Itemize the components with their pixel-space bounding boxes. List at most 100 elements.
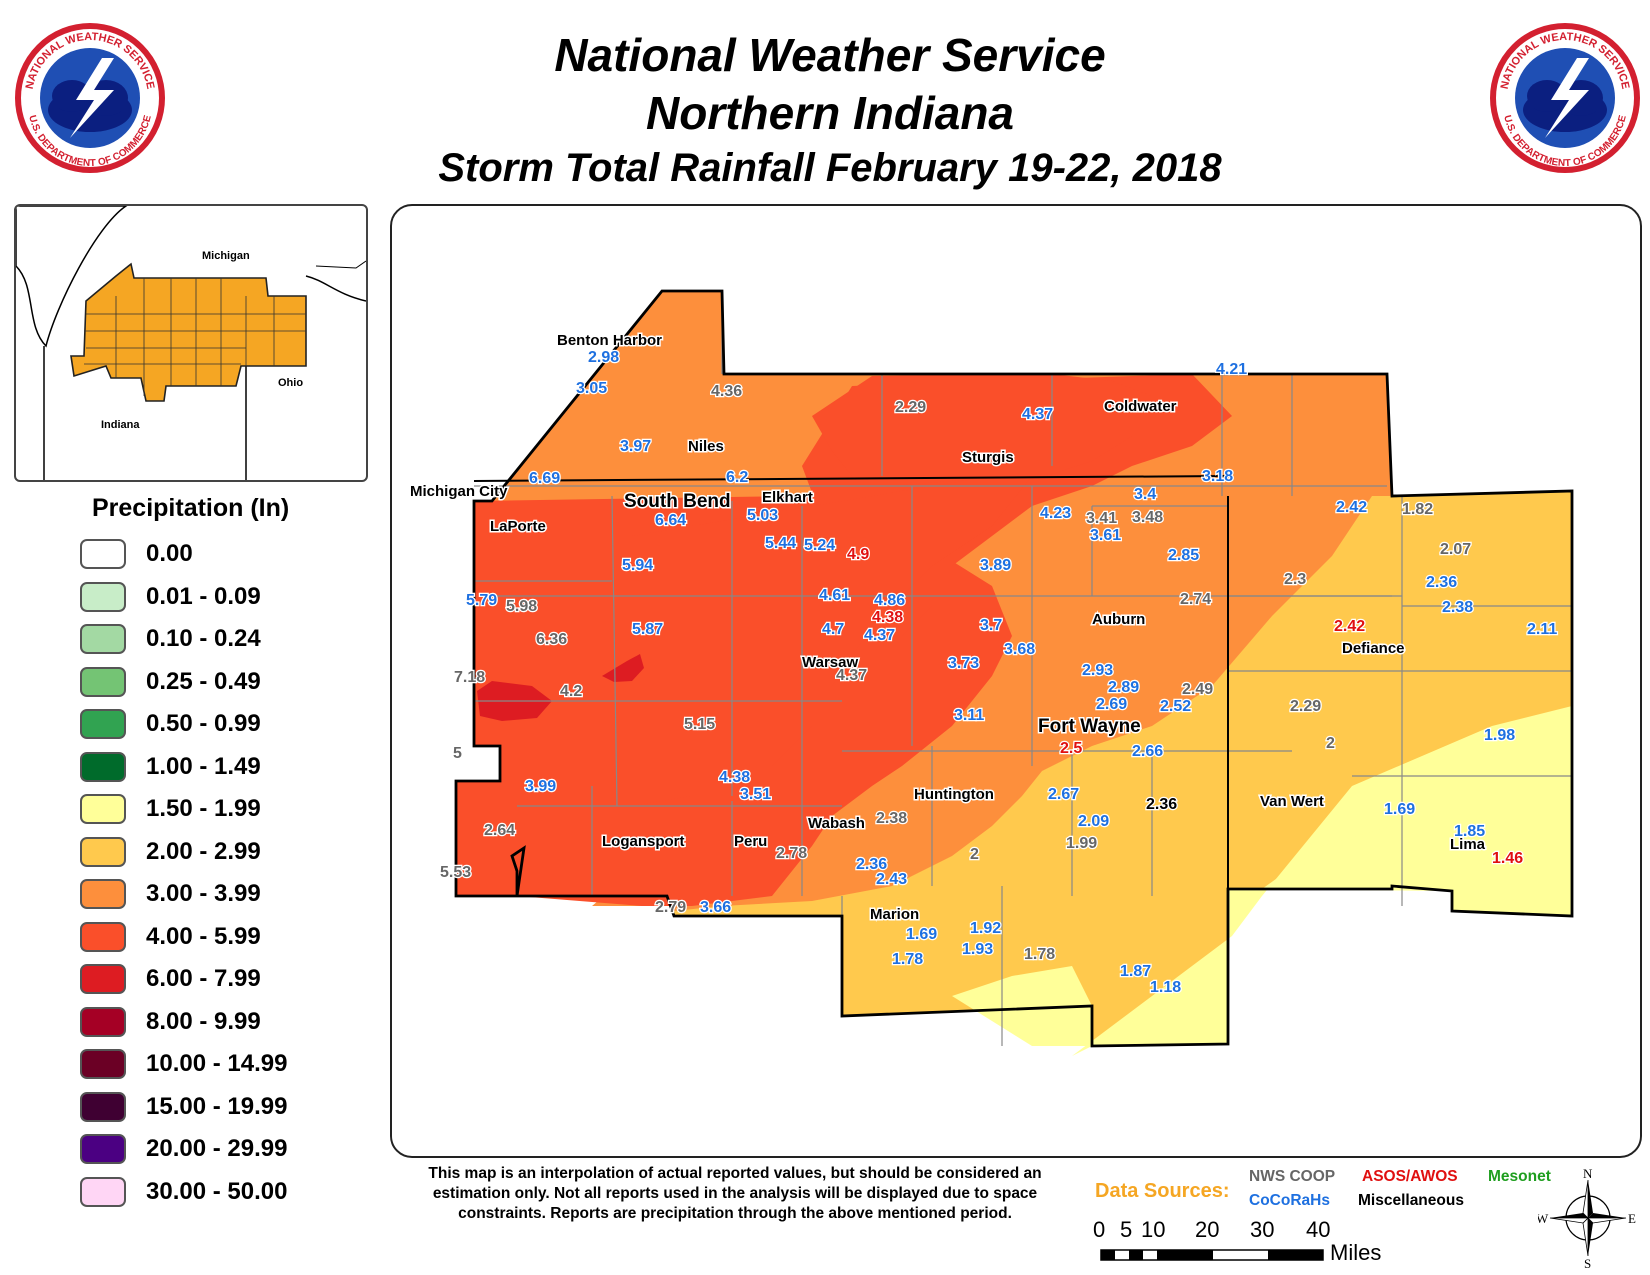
legend-swatch [80,1176,126,1207]
legend-label: 3.00 - 3.99 [146,880,261,908]
rainfall-observation: 6.36 [536,631,567,648]
rainfall-observation: 7.18 [454,669,485,686]
city-label-warsaw: Warsaw [802,654,858,671]
rainfall-observation: 2.43 [876,871,907,888]
rainfall-observation: 1.69 [1384,801,1415,818]
rainfall-observation: 1.82 [1402,501,1433,518]
legend-swatch [80,1091,126,1122]
rainfall-observation: 3.18 [1202,468,1233,485]
rainfall-observation: 4.38 [719,769,750,786]
city-label-sturgis: Sturgis [962,449,1014,466]
title-line-1: National Weather Service [554,29,1106,81]
title-line-2: Northern Indiana [645,87,1015,139]
rainfall-observation: 4.2 [560,683,582,700]
scale-tick: 0 [1093,1217,1105,1242]
legend-swatch [80,879,126,910]
rainfall-observation: 2.79 [655,899,686,916]
source-mesonet: Mesonet [1488,1168,1551,1185]
legend-swatch [80,581,126,612]
city-label-wabash: Wabash [808,815,865,832]
rainfall-observation: 4.23 [1040,505,1071,522]
rainfall-observation: 4.86 [874,592,905,609]
rainfall-observation: 3.11 [954,707,984,724]
lake-michigan-shore [16,206,128,348]
city-label-logansport: Logansport [602,833,685,850]
city-label-auburn: Auburn [1092,611,1145,628]
legend-item: 0.25 - 0.49 [80,661,360,704]
rainfall-observation: 1.78 [1024,946,1055,963]
legend-label: 20.00 - 29.99 [146,1135,288,1163]
rainfall-observation: 1.98 [1484,727,1515,744]
rainfall-observation: 1.92 [970,920,1001,937]
legend-item: 1.50 - 1.99 [80,788,360,831]
scale-tick: 40 [1306,1217,1330,1242]
city-label-fort-wayne: Fort Wayne [1038,716,1141,737]
legend-label: 1.50 - 1.99 [146,795,261,823]
city-label-van-wert: Van Wert [1260,793,1324,810]
city-label-peru: Peru [734,833,767,850]
city-label-huntington: Huntington [914,786,994,803]
compass-e: E [1628,1211,1636,1226]
legend-swatch [80,921,126,952]
legend-item: 0.50 - 0.99 [80,703,360,746]
legend-label: 6.00 - 7.99 [146,965,261,993]
compass-w: W [1538,1211,1549,1226]
rainfall-observation: 3.68 [1004,641,1035,658]
rainfall-observation: 1.46 [1492,850,1523,867]
source-asos-awos: ASOS/AWOS [1362,1168,1458,1185]
rainfall-observation: 2.29 [895,399,926,416]
rainfall-observation: 2.3 [1284,571,1306,588]
legend-label: 2.00 - 2.99 [146,837,261,865]
legend-label: 15.00 - 19.99 [146,1092,288,1120]
data-sources-label: Data Sources: [1095,1180,1230,1202]
city-label-south-bend: South Bend [624,491,731,512]
city-label-laporte: LaPorte [490,518,546,535]
rainfall-observation: 5.87 [632,621,663,638]
legend-swatch [80,666,126,697]
rainfall-observation: 2.36 [1146,796,1177,813]
rainfall-observation: 5.03 [747,507,778,524]
legend-item: 0.01 - 0.09 [80,576,360,619]
rainfall-observation: 6.69 [529,470,560,487]
legend-item: 30.00 - 50.00 [80,1171,360,1214]
legend-label: 0.50 - 0.99 [146,710,261,738]
legend-label: 0.10 - 0.24 [146,625,261,653]
rainfall-observation: 2.09 [1078,813,1109,830]
forecast-region [70,262,307,402]
rainfall-observation: 4.61 [819,587,850,604]
rainfall-observation: 4.36 [711,383,742,400]
rainfall-observation: 3.66 [700,899,731,916]
legend-swatch [80,1049,126,1080]
scale-bar: 0 5 10 20 30 40 [1093,1217,1330,1261]
county-lines [474,291,1572,1046]
inset-locator-map: Michigan Ohio Indiana [14,204,368,482]
state-lines [454,289,1574,1048]
rainfall-observation: 4.7 [822,621,844,638]
rainfall-observation: 5.15 [684,716,715,733]
rainfall-observation: 5.44 [765,535,796,552]
rainfall-observation: 5 [453,745,462,762]
rainfall-observation: 3.7 [980,617,1002,634]
map-disclaimer: This map is an interpolation of actual r… [428,1165,1042,1222]
legend-swatch [80,964,126,995]
inset-label-indiana: Indiana [101,419,140,431]
rainfall-observation: 1.78 [892,951,923,968]
rainfall-observation: 2.66 [1132,743,1163,760]
legend-label: 0.01 - 0.09 [146,582,261,610]
rainfall-observation: 2.07 [1440,541,1471,558]
rainfall-observation: 2 [1326,735,1335,752]
legend-swatch [80,794,126,825]
city-label-marion: Marion [870,906,919,923]
rainfall-observation: 4.37 [864,627,895,644]
legend-item: 1.00 - 1.49 [80,746,360,789]
nws-logo-right: NATIONAL WEATHER SERVICE U.S. DEPARTMENT… [1490,23,1640,173]
rainfall-observation: 5.24 [804,537,835,554]
legend-swatch [80,836,126,867]
rainfall-observation: 1.69 [906,926,937,943]
legend-swatch [80,539,126,570]
city-label-coldwater: Coldwater [1104,398,1177,415]
legend-swatch [80,751,126,782]
legend-label: 0.25 - 0.49 [146,667,261,695]
scale-tick: 30 [1250,1217,1274,1242]
rainfall-observation: 4.37 [836,667,867,684]
